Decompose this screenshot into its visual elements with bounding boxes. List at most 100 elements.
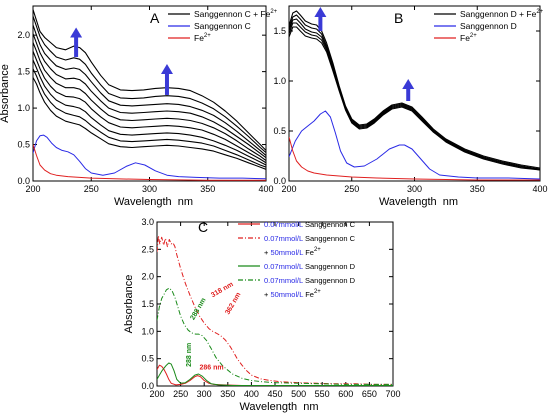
legend-label: + 50mmol/L Fe2+ xyxy=(264,247,321,257)
legend-label: Sanggennon C + Fe2+ xyxy=(194,9,278,19)
legend-label: Fe2+ xyxy=(194,33,211,43)
legend-concentration: 50mmol/L xyxy=(270,248,303,257)
x-axis-unit: nm xyxy=(303,401,318,413)
legend-label: Sanggennon D + Fe2+ xyxy=(460,9,544,19)
x-axis-title: Wavelength nm xyxy=(114,196,193,208)
legend-label: 0.07mmol/L Sanggennon D xyxy=(264,276,356,285)
x-tick-label: 300 xyxy=(142,184,157,194)
series-line-0-8 xyxy=(33,77,266,170)
x-tick-label: 600 xyxy=(338,389,353,399)
y-tick-label: 2.0 xyxy=(17,30,30,40)
plot-area xyxy=(157,235,393,386)
legend-concentration: 0.07mmol/L xyxy=(264,234,303,243)
peak-annotation: 288 nm xyxy=(186,343,193,367)
plot-frame xyxy=(32,5,267,182)
y-tick-label: 0.0 xyxy=(17,176,30,186)
panel-b: 200 250 300 350 400 0.0 0.5 1.0 1.5 Wavelength nm… xyxy=(273,5,548,208)
series-line-3 xyxy=(157,287,393,385)
plot-area xyxy=(33,9,266,181)
legend-label: 0.07mmol/L Sanggennon C xyxy=(264,234,356,243)
series-line-0-6 xyxy=(33,59,266,166)
series-line-0-0 xyxy=(289,10,540,169)
y-tick-label: 1.5 xyxy=(17,67,30,77)
series-line-0-5 xyxy=(33,50,266,164)
peak-annotation: 362 nm xyxy=(224,292,242,316)
x-tick-label: 350 xyxy=(470,184,485,194)
panel-letter: B xyxy=(394,10,403,26)
legend-superscript: 2+ xyxy=(270,9,277,15)
y-tick-label: 3.0 xyxy=(141,217,154,227)
x-axis-title: Wavelength nm xyxy=(379,196,458,208)
x-tick-label: 450 xyxy=(267,389,282,399)
y-tick-label: 1.0 xyxy=(17,103,30,113)
legend-concentration: 50mmol/L xyxy=(270,290,303,299)
x-tick-label: 250 xyxy=(173,389,188,399)
x-tick-label: 400 xyxy=(244,389,259,399)
legend-superscript: 2+ xyxy=(314,247,321,253)
series-line-0-3 xyxy=(289,22,540,171)
y-tick-label: 0.5 xyxy=(17,140,30,150)
y-tick-label: 0.0 xyxy=(273,176,286,186)
y-axis-title: Absorbance xyxy=(0,64,11,123)
series-line-0-7 xyxy=(33,68,266,168)
legend-superscript: 2+ xyxy=(314,289,321,295)
increase-arrow-head xyxy=(402,79,415,89)
legend-label: + 50mmol/L Fe2+ xyxy=(264,289,321,299)
series-line-1 xyxy=(33,134,266,180)
y-tick-label: 0.5 xyxy=(273,126,286,136)
legend: Sanggennon C + Fe2+ Sanggennon C Fe2+ xyxy=(168,9,278,43)
increase-arrow-head xyxy=(314,7,327,17)
increase-arrow-head xyxy=(160,63,173,74)
plot-area xyxy=(289,10,540,181)
legend: 0.07mmol/L Sanggennon C 0.07mmol/L Sangge… xyxy=(238,220,356,299)
x-tick-label: 200 xyxy=(149,389,164,399)
series-line-0-2 xyxy=(289,18,540,170)
peak-annotation: 318 nm xyxy=(210,281,234,299)
x-tick-label: 400 xyxy=(258,184,273,194)
panel-letter: A xyxy=(150,10,160,26)
series-line-1 xyxy=(289,110,540,180)
x-axis-label: Wavelength xyxy=(379,196,437,208)
y-tick-label: 0.0 xyxy=(141,381,154,391)
y-tick-label: 0.5 xyxy=(141,354,154,364)
series-line-0-1 xyxy=(33,16,266,154)
panel-a: 200 250 300 350 400 0.0 0.5 1.0 1.5 2.0 Wavelength… xyxy=(0,5,278,208)
x-axis-title: Wavelength nm xyxy=(239,401,318,413)
series-line-2 xyxy=(157,362,393,386)
x-tick-label: 300 xyxy=(407,184,422,194)
legend-label: 0.07mmol/L Sanggennon C xyxy=(264,220,356,229)
legend-superscript: 2+ xyxy=(204,33,211,39)
series-line-0-1 xyxy=(289,14,540,170)
x-tick-label: 700 xyxy=(385,389,400,399)
series-line-0-2 xyxy=(33,24,266,156)
x-axis-unit: nm xyxy=(443,196,458,208)
x-tick-label: 500 xyxy=(291,389,306,399)
x-tick-label: 650 xyxy=(362,389,377,399)
series-line-2 xyxy=(33,144,266,181)
legend-superscript: 2+ xyxy=(470,33,477,39)
y-tick-label: 2.5 xyxy=(141,244,154,254)
legend-superscript: 2+ xyxy=(536,9,543,15)
y-axis-title: Absorbance xyxy=(123,275,135,334)
series-line-0-4 xyxy=(289,26,540,171)
series-line-0-3 xyxy=(33,33,266,159)
y-tick-label: 1.0 xyxy=(141,326,154,336)
x-tick-label: 250 xyxy=(344,184,359,194)
x-tick-label: 400 xyxy=(532,184,547,194)
x-tick-label: 250 xyxy=(84,184,99,194)
legend-label: Sanggennon C xyxy=(194,21,251,31)
x-axis-unit: nm xyxy=(178,196,193,208)
x-tick-label: 350 xyxy=(220,389,235,399)
increase-arrow-head xyxy=(70,27,83,38)
plot-frame xyxy=(288,5,541,182)
x-tick-label: 550 xyxy=(315,389,330,399)
legend-label: 0.07mmol/L Sanggennon D xyxy=(264,262,356,271)
y-tick-label: 1.5 xyxy=(141,299,154,309)
peak-annotation: 286 nm xyxy=(199,365,223,372)
x-tick-label: 200 xyxy=(25,184,40,194)
legend-concentration: 0.07mmol/L xyxy=(264,262,303,271)
panel-c: 200 250 300 350 400 450 500 550 600 650 700 0.0 0.5 1… xyxy=(123,217,401,413)
y-tick-label: 1.5 xyxy=(273,26,286,36)
legend-concentration: 0.07mmol/L xyxy=(264,220,303,229)
